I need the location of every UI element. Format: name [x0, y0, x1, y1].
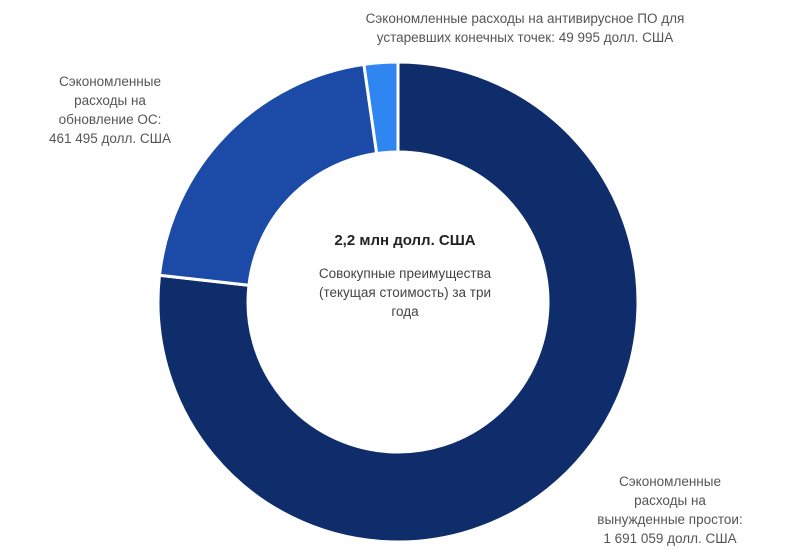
center-caption-line-2: (текущая стоимость) за три [318, 285, 492, 300]
label-os-line-1: Сэкономленные [59, 74, 161, 89]
center-total-value: 2,2 млн долл. США [334, 232, 476, 249]
label-antivirus-savings: Сэкономленные расходы на антивирусное ПО… [300, 9, 750, 47]
label-downtime-savings: Сэкономленные расходы на вынужденные про… [570, 472, 770, 548]
center-caption: Совокупные преимущества (текущая стоимос… [270, 264, 540, 321]
label-antivirus-line-1: Сэкономленные расходы на антивирусное ПО… [365, 11, 685, 26]
label-downtime-line-2: расходы на [634, 493, 706, 508]
slice-os-upgrade [157, 62, 379, 287]
donut-center-summary: 2,2 млн долл. США Совокупные преимуществ… [270, 230, 540, 321]
slice-downtime [156, 60, 640, 544]
donut-slices [156, 60, 640, 544]
center-caption-line-1: Совокупные преимущества [318, 266, 492, 281]
label-os-line-3: обновление ОС: [58, 112, 162, 127]
label-downtime-line-4: 1 691 059 долл. США [603, 531, 737, 546]
label-downtime-line-3: вынужденные простои: [597, 512, 743, 527]
label-os-line-4: 461 495 долл. США [48, 131, 172, 146]
label-downtime-line-1: Сэкономленные [619, 474, 721, 489]
slice-antivirus [362, 60, 400, 156]
label-antivirus-line-2: устаревших конечных точек: 49 995 долл. … [376, 30, 674, 45]
label-os-line-2: расходы на [74, 93, 146, 108]
center-caption-line-3: года [391, 304, 419, 319]
label-os-savings: Сэкономленные расходы на обновление ОС: … [20, 72, 200, 148]
